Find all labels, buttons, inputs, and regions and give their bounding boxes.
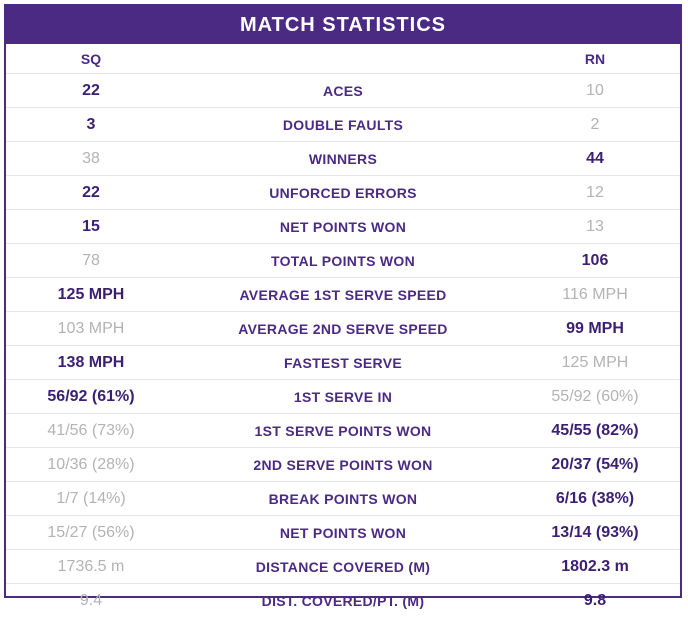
stat-label: AVERAGE 2ND SERVE SPEED — [238, 320, 448, 337]
stat-right-value: 125 MPH — [561, 353, 629, 371]
stat-left-value: 125 MPH — [57, 285, 125, 303]
stat-row: 22 UNFORCED ERRORS 12 — [6, 176, 680, 210]
stat-right-value: 99 MPH — [566, 319, 624, 337]
stat-row: 138 MPH FASTEST SERVE 125 MPH — [6, 346, 680, 380]
stat-label: WINNERS — [308, 150, 378, 167]
stat-right-value: 106 — [581, 251, 609, 269]
title-bar: MATCH STATISTICS — [6, 6, 680, 44]
stat-row: 1/7 (14%) BREAK POINTS WON 6/16 (38%) — [6, 482, 680, 516]
stat-left-value: 15/27 (56%) — [47, 523, 135, 541]
stat-left-value: 10/36 (28%) — [47, 455, 135, 473]
stat-label: ACES — [322, 82, 364, 99]
stat-right-value: 116 MPH — [562, 285, 628, 303]
stat-label: FASTEST SERVE — [283, 354, 402, 371]
stat-row: 10/36 (28%) 2ND SERVE POINTS WON 20/37 (54… — [6, 448, 680, 482]
stat-left-value: 38 — [82, 149, 100, 167]
stat-right-value: 55/92 (60%) — [551, 387, 639, 405]
stat-right-value: 13 — [586, 217, 604, 235]
stat-left-value: 3 — [86, 115, 96, 133]
stat-label: NET POINTS WON — [279, 218, 407, 235]
stat-left-value: 56/92 (61%) — [47, 387, 135, 405]
stat-right-value: 1802.3 m — [561, 557, 629, 575]
stat-row: 15/27 (56%) NET POINTS WON 13/14 (93%) — [6, 516, 680, 550]
stat-left-value: 22 — [82, 81, 100, 99]
stat-label: 2ND SERVE POINTS WON — [253, 456, 433, 473]
players-header: SQ RN — [6, 44, 680, 74]
stat-label: 1ST SERVE POINTS WON — [254, 422, 432, 439]
stat-right-value: 20/37 (54%) — [551, 455, 639, 473]
stat-left-value: 103 MPH — [57, 319, 125, 337]
stat-row: 56/92 (61%) 1ST SERVE IN 55/92 (60%) — [6, 380, 680, 414]
stat-left-value: 138 MPH — [57, 353, 125, 371]
stat-left-value: 22 — [82, 183, 100, 201]
stat-right-value: 2 — [590, 115, 600, 133]
stat-row: 103 MPH AVERAGE 2ND SERVE SPEED 99 MPH — [6, 312, 680, 346]
player-right-name: RN — [584, 50, 606, 67]
stat-row: 78 TOTAL POINTS WON 106 — [6, 244, 680, 278]
stat-right-value: 13/14 (93%) — [551, 523, 639, 541]
stat-right-value: 10 — [586, 81, 604, 99]
stat-row: 38 WINNERS 44 — [6, 142, 680, 176]
player-left-name: SQ — [80, 50, 102, 67]
stat-row: 3 DOUBLE FAULTS 2 — [6, 108, 680, 142]
stat-left-value: 1/7 (14%) — [56, 489, 126, 507]
stat-label: DOUBLE FAULTS — [282, 116, 404, 133]
stat-row: 125 MPH AVERAGE 1ST SERVE SPEED 116 MPH — [6, 278, 680, 312]
stat-label: AVERAGE 1ST SERVE SPEED — [239, 286, 447, 303]
stat-right-value: 6/16 (38%) — [555, 489, 635, 507]
stat-row: 22 ACES 10 — [6, 74, 680, 108]
stat-row: 15 NET POINTS WON 13 — [6, 210, 680, 244]
stat-row: 41/56 (73%) 1ST SERVE POINTS WON 45/55 (82… — [6, 414, 680, 448]
stat-label: DIST. COVERED/PT. (M) — [261, 592, 425, 609]
stat-left-value: 78 — [82, 251, 100, 269]
stat-label: UNFORCED ERRORS — [269, 184, 417, 201]
stat-label: 1ST SERVE IN — [293, 388, 393, 405]
stat-left-value: 15 — [82, 217, 100, 235]
stat-right-value: 9.8 — [583, 591, 607, 609]
stat-row: 1736.5 m DISTANCE COVERED (M) 1802.3 m — [6, 550, 680, 584]
stat-label: BREAK POINTS WON — [268, 490, 418, 507]
stat-label: NET POINTS WON — [279, 524, 407, 541]
stat-row: 9.4 DIST. COVERED/PT. (M) 9.8 — [6, 584, 680, 617]
stat-left-value: 1736.5 m — [57, 557, 125, 575]
stat-label: DISTANCE COVERED (M) — [255, 558, 431, 575]
stat-label: TOTAL POINTS WON — [270, 252, 416, 269]
stat-left-value: 9.4 — [79, 591, 103, 609]
stat-right-value: 12 — [586, 183, 604, 201]
stat-right-value: 44 — [586, 149, 604, 167]
stats-list: 22 ACES 10 3 DOUBLE FAULTS 2 38 WINNERS 44 22 UNFO… — [6, 74, 680, 617]
page-title: MATCH STATISTICS — [240, 13, 446, 36]
stat-right-value: 45/55 (82%) — [551, 421, 639, 439]
stat-left-value: 41/56 (73%) — [47, 421, 135, 439]
match-statistics-card: MATCH STATISTICS SQ RN 22 ACES 10 3 DOUBLE F… — [4, 4, 682, 609]
